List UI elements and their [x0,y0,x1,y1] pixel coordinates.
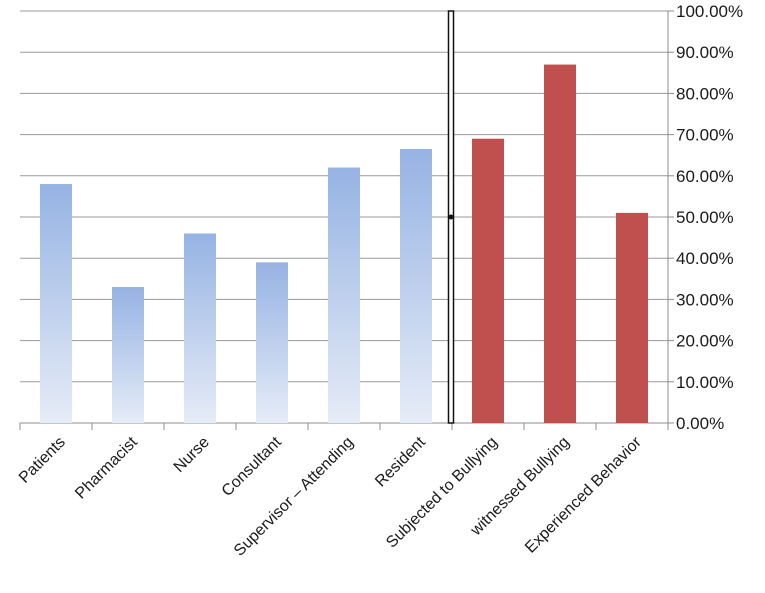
bar-nurse [184,233,216,423]
category-labels: Patients Pharmacist Nurse ConsultantSupervi… [16,433,645,559]
y-tick-label: 20.00% [676,332,734,351]
x-category-label: Pharmacist [72,433,141,502]
y-tick-label: 100.00% [676,2,743,21]
x-category-label: Experienced Behavior [522,433,645,556]
bar-witnessed-bullying [544,64,576,423]
y-tick-label: 80.00% [676,84,734,103]
bar-pharmacist [112,287,144,423]
bar-consultant [256,262,288,423]
bar-supervisor-attending [328,167,360,423]
x-category-label: Supervisor – Attending [231,434,357,560]
bar-patients [40,184,72,423]
bar-experienced-behavior [616,212,648,423]
y-tick-label: 70.00% [676,126,734,145]
bars [40,64,648,423]
y-tick-label: 10.00% [676,373,734,392]
y-tick-label: 60.00% [676,167,734,186]
bar-subjected-to-bullying [472,138,504,423]
x-category-label: Patients [16,434,69,487]
divider [447,10,455,424]
y-tick-label: 0.00% [676,414,724,433]
y-tick-label: 30.00% [676,290,734,309]
y-tick-label: 90.00% [676,43,734,62]
bar-resident [400,149,432,423]
y-tick-label: 50.00% [676,208,734,227]
y-tick-label: 40.00% [676,249,734,268]
y-tick-labels: 0.00% 10.00% 20.00% 30.00% 40.00% 50.00% 60.00… [676,2,743,433]
x-category-label: Consultant [219,433,286,500]
x-category-label: Nurse [171,434,213,476]
x-category-label: Resident [372,433,429,490]
divider-marker [448,214,454,220]
